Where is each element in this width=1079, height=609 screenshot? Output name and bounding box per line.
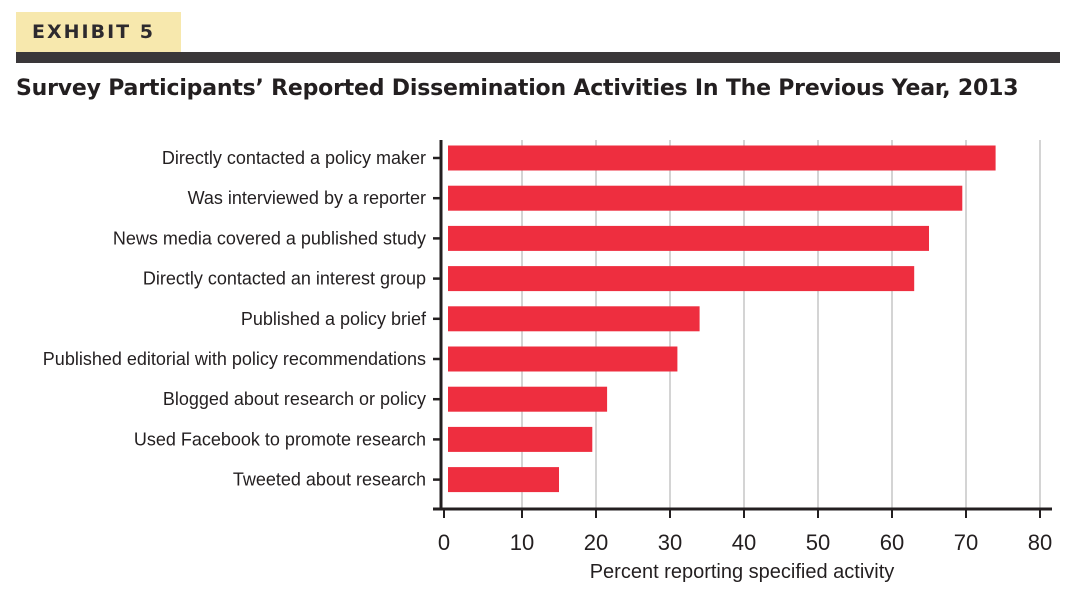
- x-tick-label: 10: [510, 530, 534, 555]
- category-label: Directly contacted an interest group: [143, 269, 426, 289]
- category-label: Directly contacted a policy maker: [162, 148, 426, 168]
- category-label: News media covered a published study: [113, 228, 426, 248]
- bar: [448, 306, 700, 332]
- x-tick-label: 30: [658, 530, 682, 555]
- bar: [448, 225, 929, 251]
- chart-title: Survey Participants’ Reported Disseminat…: [16, 76, 1019, 101]
- x-tick-label: 50: [806, 530, 830, 555]
- category-label: Published editorial with policy recommen…: [43, 349, 426, 369]
- x-tick-label: 0: [438, 530, 450, 555]
- x-tick-label: 70: [954, 530, 978, 555]
- bar: [448, 266, 915, 292]
- bar: [448, 467, 559, 493]
- x-axis-title: Percent reporting specified activity: [590, 561, 895, 583]
- bar: [448, 185, 963, 211]
- category-label: Used Facebook to promote research: [134, 429, 426, 449]
- category-label: Tweeted about research: [233, 470, 426, 490]
- x-tick-label: 60: [880, 530, 904, 555]
- bar: [448, 145, 996, 171]
- header-rule: [16, 52, 1060, 63]
- category-label: Published a policy brief: [241, 309, 427, 329]
- category-label: Blogged about research or policy: [163, 389, 426, 409]
- bar: [448, 426, 593, 452]
- x-tick-label: 80: [1028, 530, 1052, 555]
- category-label: Was interviewed by a reporter: [188, 188, 426, 208]
- bar: [448, 386, 608, 412]
- bar: [448, 346, 678, 372]
- x-tick-label: 20: [584, 530, 608, 555]
- exhibit-label: EXHIBIT 5: [16, 12, 181, 52]
- x-tick-label: 40: [732, 530, 756, 555]
